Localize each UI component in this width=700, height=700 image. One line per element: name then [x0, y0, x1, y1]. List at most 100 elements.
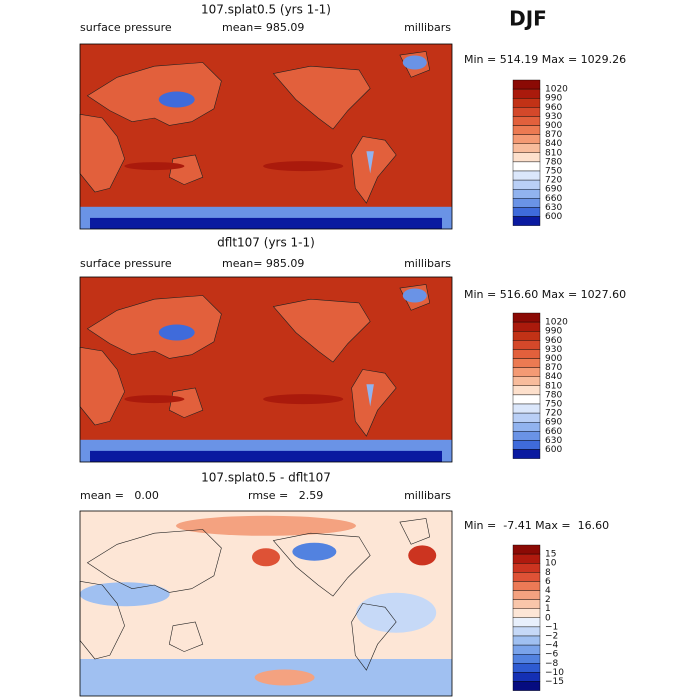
colorbar-box — [512, 544, 541, 555]
colorbar-box — [512, 572, 541, 582]
season-title: DJF — [509, 7, 547, 31]
colorbar-box — [512, 431, 541, 441]
colorbar-label: 780 — [545, 390, 562, 400]
colorbar-label: 750 — [545, 400, 562, 410]
units-label: millibars — [404, 257, 451, 270]
antarctica-interior — [90, 450, 442, 462]
colorbar-label: 600 — [545, 445, 562, 455]
colorbar-box — [512, 107, 541, 117]
colorbar-box — [512, 663, 541, 673]
panel: 107.splat0.5 - dflt107 mean = 0.00 rmse = … — [79, 471, 609, 697]
colorbar-label: −6 — [545, 650, 559, 660]
colorbar-label: 6 — [545, 577, 551, 587]
land — [272, 65, 371, 130]
greenland-ice — [402, 55, 427, 70]
range-label: Min = 514.19 Max = 1029.26 — [464, 53, 626, 66]
colorbar-label: 900 — [545, 121, 562, 131]
plateau — [158, 324, 195, 341]
center-label: mean= 985.09 — [222, 21, 304, 34]
andes — [366, 384, 374, 407]
panel-title: 107.splat0.5 (yrs 1-1) — [201, 3, 331, 17]
colorbar-label: 600 — [545, 212, 562, 222]
colorbar-label: 840 — [545, 372, 562, 382]
land — [79, 346, 125, 426]
andes — [366, 151, 374, 174]
land — [86, 295, 222, 359]
colorbar-label: 1020 — [545, 85, 568, 95]
colorbar-label: 990 — [545, 327, 562, 337]
high-band — [124, 395, 185, 404]
map-frame — [79, 276, 453, 463]
left-label: surface pressure — [80, 21, 172, 34]
colorbar-label: 810 — [545, 148, 562, 158]
colorbar-label: 900 — [545, 354, 562, 364]
colorbar-box — [512, 79, 541, 90]
colorbar-box — [512, 170, 541, 181]
anomaly — [408, 545, 437, 566]
colorbar-box — [512, 394, 541, 405]
colorbar-box — [512, 581, 541, 591]
colorbar-box — [512, 207, 541, 217]
colorbar-box — [512, 216, 541, 226]
colorbar-box — [512, 440, 541, 450]
land — [86, 62, 222, 126]
colorbar-box — [512, 188, 541, 199]
colorbar-box — [512, 644, 541, 655]
colorbar-box — [512, 608, 541, 619]
colorbar-box — [512, 331, 541, 341]
anomaly — [176, 515, 356, 536]
colorbar-label: 780 — [545, 157, 562, 167]
colorbar-box — [512, 563, 541, 573]
colorbar-label: 870 — [545, 130, 562, 140]
colorbar-label: 810 — [545, 381, 562, 391]
range-label: Min = 516.60 Max = 1027.60 — [464, 288, 626, 301]
colorbar-label: 1020 — [545, 318, 568, 328]
colorbar-label: 10 — [545, 559, 557, 569]
colorbar-box — [512, 179, 541, 190]
colorbar-box — [512, 161, 541, 172]
colorbar-box — [512, 681, 541, 691]
greenland-ice — [402, 288, 427, 303]
colorbar-label: 870 — [545, 363, 562, 373]
coastline — [399, 518, 431, 545]
colorbar-box — [512, 617, 541, 628]
colorbar-box — [512, 321, 541, 332]
colorbar-label: 960 — [545, 336, 562, 346]
colorbar-box — [512, 635, 541, 646]
plateau — [158, 91, 195, 108]
anomaly — [254, 669, 315, 686]
colorbar-box — [512, 376, 541, 387]
colorbar-box — [512, 143, 541, 153]
colorbar-box — [512, 403, 541, 414]
colorbar-label: 690 — [545, 185, 562, 195]
colorbar-label: 990 — [545, 94, 562, 104]
colorbar-label: −10 — [545, 668, 564, 678]
colorbar-label: 15 — [545, 550, 556, 560]
panel-title: dflt107 (yrs 1-1) — [217, 236, 315, 250]
colorbar-box — [512, 340, 541, 350]
panels: 107.splat0.5 (yrs 1-1) surface pressure me… — [79, 3, 626, 697]
colorbar-label: −2 — [545, 632, 558, 642]
map-frame — [79, 43, 453, 230]
colorbar-box — [512, 599, 541, 609]
colorbar-label: −8 — [545, 659, 559, 669]
coastline — [86, 529, 222, 593]
colorbar-label: −4 — [545, 641, 559, 651]
coastline — [79, 580, 125, 660]
colorbar-box — [512, 422, 541, 432]
colorbar-box — [512, 654, 541, 664]
colorbar-box — [512, 553, 541, 564]
colorbar-label: 4 — [545, 586, 551, 596]
colorbar-box — [512, 349, 541, 359]
left-label: surface pressure — [80, 257, 172, 270]
colorbar-box — [512, 367, 541, 377]
high-band — [124, 162, 185, 171]
colorbar-box — [512, 449, 541, 459]
colorbar-label: 630 — [545, 203, 562, 213]
colorbar-label: −15 — [545, 677, 564, 687]
units-label: millibars — [404, 21, 451, 34]
colorbar-label: 2 — [545, 595, 551, 605]
coastline — [351, 603, 397, 671]
units-label: millibars — [404, 489, 451, 502]
